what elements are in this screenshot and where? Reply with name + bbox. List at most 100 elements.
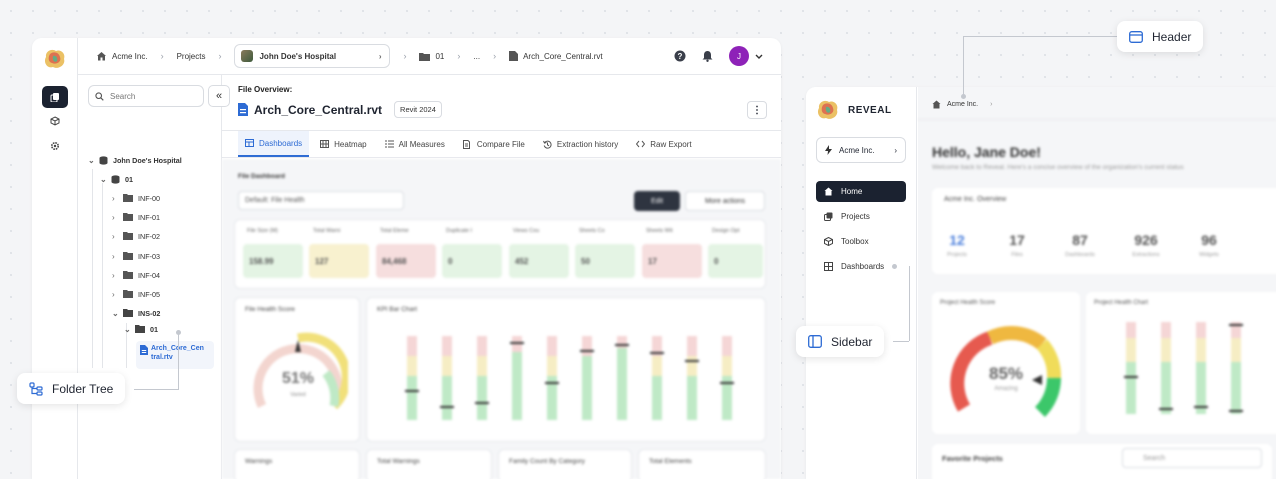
stat-value: 87 xyxy=(1072,232,1088,248)
metric-label: Sheets Wit xyxy=(646,228,673,234)
chevron-right-icon: › xyxy=(112,289,115,299)
header-connector-line xyxy=(963,36,1117,37)
tab-label: All Measures xyxy=(398,139,445,149)
breadcrumb-file[interactable]: Arch_Core_Central.rvt xyxy=(523,51,603,61)
tab-compare-file[interactable]: Compare File xyxy=(456,131,532,157)
chevron-right-icon: › xyxy=(403,51,407,61)
tree-folder-inf-00[interactable]: › INF-00 xyxy=(112,192,160,204)
tree-structure-icon xyxy=(29,381,43,396)
folder-icon xyxy=(123,309,133,317)
tab-dashboards[interactable]: Dashboards xyxy=(238,131,310,157)
chevron-right-icon: › xyxy=(493,51,497,61)
project-health-bars xyxy=(1124,322,1243,414)
tree-root-label: John Doe's Hospital xyxy=(113,155,182,165)
file-overview-label: File Overview: xyxy=(238,85,293,94)
sidebar-callout-label: Sidebar xyxy=(831,334,873,349)
home-icon xyxy=(97,52,106,61)
nav-toolbox[interactable]: Toolbox xyxy=(816,231,906,252)
favorites-search-input[interactable]: Search xyxy=(1122,448,1262,468)
more-actions-button[interactable]: More actions xyxy=(685,191,765,211)
org-selector-label: Acme Inc. xyxy=(839,145,875,155)
search-icon xyxy=(95,91,104,101)
tree-folder-inf-03[interactable]: › INF-03 xyxy=(112,250,160,262)
tree-folder-inf-05[interactable]: › INF-05 xyxy=(112,288,160,300)
packages-nav-button[interactable] xyxy=(42,110,68,132)
card-title: Family Count By Category xyxy=(509,458,585,465)
breadcrumb-org[interactable]: Acme Inc. xyxy=(112,51,148,61)
folder-tree: Search « ⌄ John Doe's Hospital ⌄ 01 › IN… xyxy=(78,75,230,479)
tree-root[interactable]: ⌄ John Doe's Hospital xyxy=(88,154,182,166)
collapse-tree-button[interactable]: « xyxy=(208,85,230,107)
stat-label: Files xyxy=(1011,252,1023,258)
health-score-card: File Health Score 51% Varied xyxy=(234,297,360,442)
home-window: REVEAL Acme Inc. › Home Projects Toolbox… xyxy=(806,87,1276,479)
breadcrumb-ellipsis[interactable]: ... xyxy=(473,51,481,61)
settings-nav-button[interactable] xyxy=(42,135,68,157)
card-title: File Health Score xyxy=(245,306,295,313)
chevron-right-icon: › xyxy=(990,101,993,108)
header-callout: Header xyxy=(1117,21,1204,52)
tree-folder-inf-02[interactable]: › INF-02 xyxy=(112,230,160,242)
dashboard-select[interactable]: Default: File Health xyxy=(238,191,404,210)
reveal-logo-icon xyxy=(43,48,67,70)
tab-extraction-history[interactable]: Extraction history xyxy=(536,131,625,157)
breadcrumb-org[interactable]: Acme Inc. xyxy=(947,101,979,108)
tree-folder-label: INF-00 xyxy=(138,193,160,203)
tree-folder-01[interactable]: ⌄ 01 xyxy=(100,173,133,185)
tab-label: Extraction history xyxy=(556,139,619,149)
edit-button[interactable]: Edit xyxy=(634,191,680,211)
kpi-bars xyxy=(405,336,734,420)
warnings-card: Warnings xyxy=(234,449,360,479)
overview-title: Acme Inc. Overview xyxy=(944,196,1007,203)
nav-label: Dashboards xyxy=(841,262,885,271)
total-elements-card: Total Elements xyxy=(638,449,766,479)
bell-icon[interactable] xyxy=(702,50,713,62)
version-badge: Revit 2024 xyxy=(394,101,442,118)
folder-icon xyxy=(123,271,133,279)
breadcrumb-folder[interactable]: 01 xyxy=(435,51,445,61)
chevron-down-icon[interactable] xyxy=(755,54,763,59)
breadcrumb-projects[interactable]: Projects xyxy=(176,51,206,61)
cube-icon xyxy=(50,116,60,126)
tree-subfolder-01[interactable]: ⌄ 01 xyxy=(124,323,158,335)
tree-folder-inf-04[interactable]: › INF-04 xyxy=(112,269,160,281)
tab-all-measures[interactable]: All Measures xyxy=(378,131,452,157)
avatar[interactable]: J xyxy=(729,46,749,66)
favorite-projects-card: Favorite Projects Search xyxy=(932,444,1272,479)
folder-icon xyxy=(135,325,145,333)
tree-folder-inf-01[interactable]: › INF-01 xyxy=(112,211,160,223)
tree-guide-line xyxy=(92,169,93,368)
tree-search-input[interactable]: Search xyxy=(88,85,204,107)
metric-value: 0 xyxy=(442,244,502,278)
nav-projects[interactable]: Projects xyxy=(816,206,906,227)
metric-value: 0 xyxy=(708,244,763,278)
file-icon xyxy=(140,345,148,355)
org-selector[interactable]: Acme Inc. › xyxy=(816,137,906,163)
files-nav-button[interactable] xyxy=(42,86,68,108)
help-icon[interactable]: ? xyxy=(674,50,686,62)
chevron-right-icon: › xyxy=(112,270,115,280)
metric-value: 17 xyxy=(642,244,702,278)
home-dashboard: Hello, Jane Doe! Welcome back to Reveal.… xyxy=(918,119,1276,479)
tab-raw-export[interactable]: Raw Export xyxy=(629,131,698,157)
metric-label: Design Opt xyxy=(712,228,740,234)
family-count-card: Family Count By Category xyxy=(498,449,632,479)
nav-dashboards[interactable]: Dashboards xyxy=(816,256,906,277)
metric-value: 50 xyxy=(575,244,635,278)
user-menu[interactable]: J xyxy=(729,46,763,66)
tree-file-selected[interactable]: Arch_Core_Cen tral.rtv xyxy=(136,341,214,369)
nav-label: Projects xyxy=(841,212,870,221)
home-icon xyxy=(932,100,941,109)
sidebar: REVEAL Acme Inc. › Home Projects Toolbox… xyxy=(806,87,917,479)
chevron-down-icon: ⌄ xyxy=(112,308,119,318)
project-health-value: 85% xyxy=(988,364,1024,383)
more-options-button[interactable]: ⋮ xyxy=(747,101,767,119)
project-selector[interactable]: John Doe's Hospital › xyxy=(234,44,391,68)
nav-label: Home xyxy=(841,187,863,196)
tree-folder-ins-02[interactable]: ⌄ INS-02 xyxy=(112,307,160,319)
nav-home[interactable]: Home xyxy=(816,181,906,202)
tab-heatmap[interactable]: Heatmap xyxy=(313,131,373,157)
file-title-row: Arch_Core_Central.rvt Revit 2024 xyxy=(238,101,442,118)
card-title: KPI Bar Chart xyxy=(377,306,418,313)
sidebar-layout-icon xyxy=(808,335,822,348)
